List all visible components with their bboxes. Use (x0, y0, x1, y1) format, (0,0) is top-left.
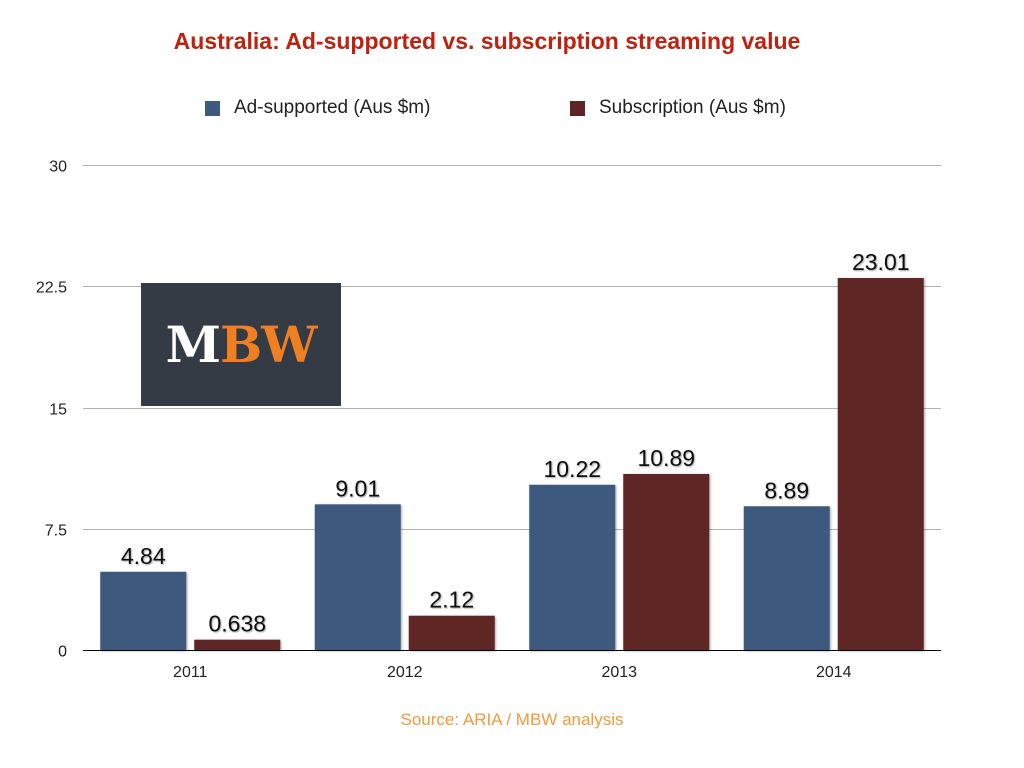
y-tick-label: 15 (49, 402, 67, 419)
bar-ad-supported-2014 (743, 506, 830, 650)
data-label-subscription-2011: 0.638 (208, 611, 266, 637)
data-label-ad-supported-2011: 4.84 (121, 543, 166, 569)
bar-ad-supported-2011 (100, 571, 187, 650)
bar-ad-supported-2012 (314, 504, 401, 650)
legend-swatch-subscription (570, 100, 585, 116)
logo-text-m: M (165, 315, 221, 374)
bar-subscription-2011 (194, 639, 281, 650)
legend: Ad-supported (Aus $m) Subscription (Aus … (0, 97, 1024, 125)
bar-subscription-2014 (837, 278, 924, 650)
data-label-subscription-2014: 23.01 (852, 249, 910, 275)
x-tick-label: 2013 (601, 664, 637, 681)
y-tick-label: 7.5 (45, 523, 67, 540)
data-label-subscription-2012: 2.12 (429, 587, 474, 613)
bar-ad-supported-2013 (529, 484, 616, 650)
chart-title: Australia: Ad-supported vs. subscription… (0, 28, 974, 55)
data-label-ad-supported-2012: 9.01 (335, 475, 380, 501)
y-tick-label: 30 (49, 159, 67, 176)
legend-item-ad-supported: Ad-supported (Aus $m) (205, 97, 430, 119)
bars (100, 278, 924, 650)
bar-labels: 4.84 0.638 9.01 2.12 10.22 10.89 8.89 23.01 (121, 249, 910, 637)
bar-subscription-2013 (623, 473, 710, 650)
bar-subscription-2012 (408, 615, 495, 650)
data-label-subscription-2013: 10.89 (637, 445, 695, 471)
data-label-ad-supported-2013: 10.22 (543, 456, 601, 482)
chart-title-text: Australia: Ad-supported vs. subscription… (173, 28, 801, 54)
legend-swatch-ad-supported (205, 100, 220, 116)
mbw-logo: M BW (141, 283, 341, 406)
x-tick-label: 2014 (816, 664, 852, 681)
legend-item-subscription: Subscription (Aus $m) (570, 97, 786, 119)
source-note: Source: ARIA / MBW analysis (400, 710, 624, 729)
x-tick-label: 2011 (173, 664, 208, 681)
x-tick-label: 2012 (387, 664, 423, 681)
legend-label-ad-supported: Ad-supported (Aus $m) (234, 97, 431, 118)
y-tick-label: 22.5 (36, 280, 67, 297)
x-axis-ticks: 2011 2012 2013 2014 (173, 664, 852, 681)
y-tick-label: 0 (58, 644, 67, 661)
y-axis-ticks: 0 7.5 15 22.5 30 (36, 159, 67, 661)
legend-label-subscription: Subscription (Aus $m) (599, 97, 786, 118)
logo-text-bw: BW (219, 315, 317, 374)
data-label-ad-supported-2014: 8.89 (764, 477, 809, 503)
